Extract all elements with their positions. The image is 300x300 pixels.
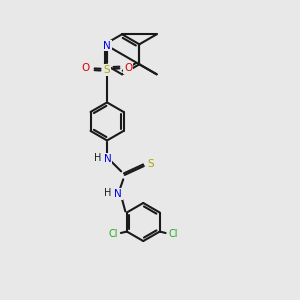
Text: S: S [104,65,110,75]
Text: N: N [103,41,111,51]
Text: Cl: Cl [109,230,118,239]
Text: S: S [147,159,154,169]
Text: N: N [114,189,122,199]
Text: Cl: Cl [169,230,178,239]
Text: H: H [94,153,101,163]
Text: H: H [104,188,111,199]
Text: O: O [124,63,132,74]
Text: O: O [82,63,90,74]
Text: N: N [104,154,112,164]
